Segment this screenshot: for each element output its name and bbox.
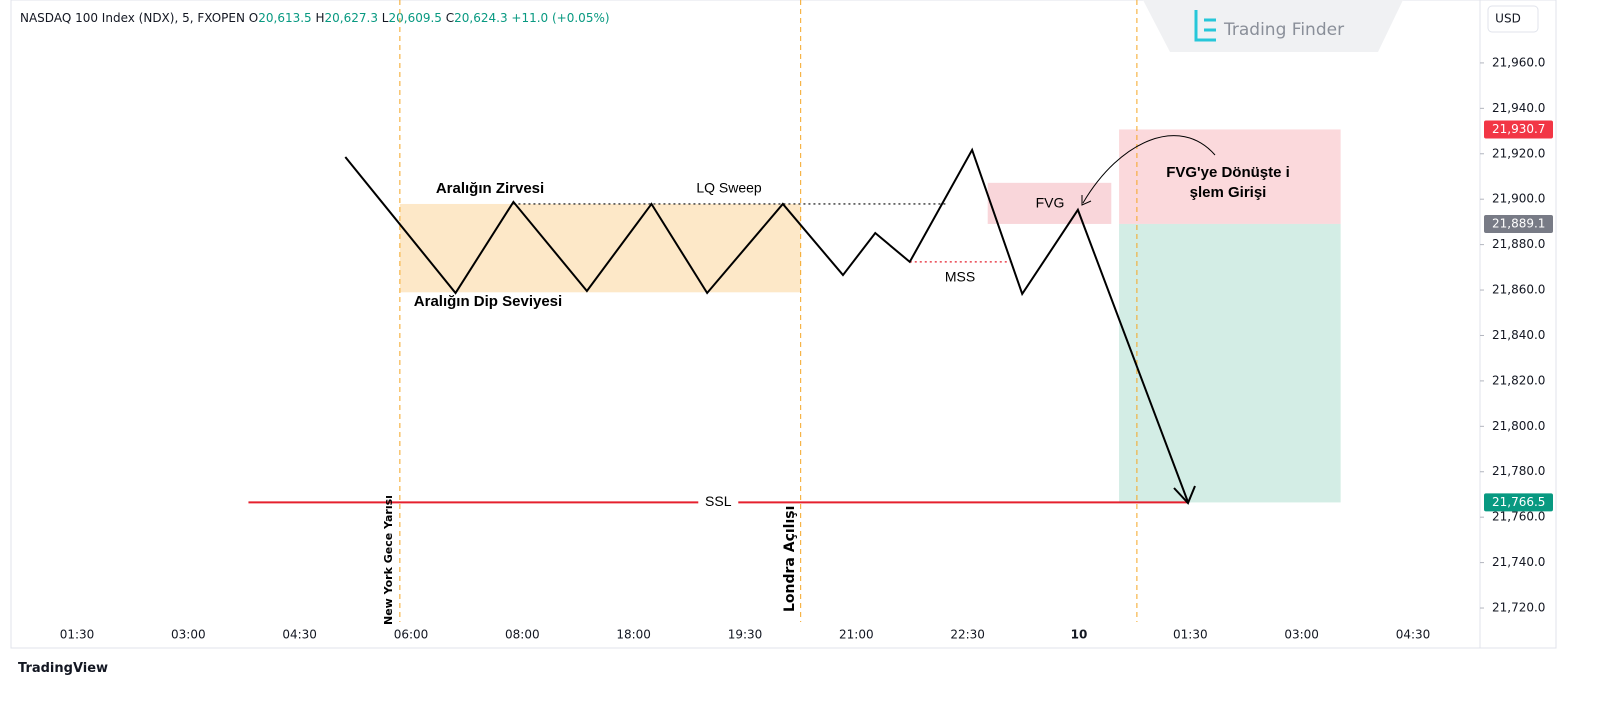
y-tick-label: 21,840.0 bbox=[1492, 328, 1545, 342]
ohlc-value: 20,613.5 bbox=[258, 11, 311, 25]
price-tag-label: 21,766.5 bbox=[1492, 495, 1545, 509]
price-tag-label: 21,930.7 bbox=[1492, 122, 1545, 136]
annotation: Londra Açılışı bbox=[782, 506, 798, 612]
currency[interactable]: USD bbox=[1495, 12, 1521, 26]
price-tag bbox=[1484, 120, 1553, 139]
y-tick-label: 21,760.0 bbox=[1492, 510, 1545, 524]
x-tick-label: 04:30 bbox=[282, 628, 317, 642]
annotation: Aralığın Zirvesi bbox=[436, 180, 544, 197]
annotation: şlem Girişi bbox=[1190, 184, 1267, 201]
plot: 21,720.0 21,740.0 21,760.0 21,780.0 21,800.0… bbox=[60, 0, 1553, 642]
ohlc-key: H bbox=[316, 11, 325, 25]
y-tick-label: 21,960.0 bbox=[1492, 55, 1545, 69]
y-tick-label: 21,900.0 bbox=[1492, 192, 1545, 206]
annotation: FVG'ye Dönüşte i bbox=[1166, 164, 1290, 181]
zone bbox=[1119, 129, 1341, 224]
y-tick-label: 21,800.0 bbox=[1492, 419, 1545, 433]
annotation: FVG bbox=[1036, 195, 1065, 211]
header: NASDAQ 100 Index (NDX), 5, FXOPEN O20,61… bbox=[20, 11, 610, 25]
x-tick-label: 04:30 bbox=[1396, 628, 1431, 642]
level-label-bg bbox=[698, 493, 739, 512]
y-tick-label: 21,820.0 bbox=[1492, 373, 1545, 387]
zone bbox=[399, 203, 801, 293]
zone bbox=[987, 182, 1112, 224]
annotation: New York Gece Yarısı bbox=[382, 495, 395, 625]
x-tick-label: 21:00 bbox=[839, 628, 874, 642]
x-tick-label: 03:00 bbox=[171, 628, 206, 642]
header-text: NASDAQ 100 Index (NDX), 5, FXOPEN O20,61… bbox=[20, 11, 610, 25]
x-tick-label: 18:00 bbox=[616, 628, 651, 642]
brand-name: Trading Finder bbox=[1223, 20, 1344, 40]
brand-icon bbox=[1194, 10, 1216, 42]
y-tick-label: 21,940.0 bbox=[1492, 101, 1545, 115]
footer-brand-text: TradingView bbox=[18, 661, 108, 676]
frame bbox=[10, 0, 1557, 649]
y-tick-label: 21,860.0 bbox=[1492, 283, 1545, 297]
x-tick-label: 06:00 bbox=[394, 628, 429, 642]
price-tag-label: 21,889.1 bbox=[1492, 216, 1545, 230]
footer-brand: TradingView bbox=[18, 661, 108, 676]
y-tick-label: 21,740.0 bbox=[1492, 555, 1545, 569]
y-tick-label: 21,720.0 bbox=[1492, 601, 1545, 615]
ohlc-value: 20,609.5 bbox=[388, 11, 441, 25]
price-path bbox=[344, 147, 1190, 503]
ohlc-key: C bbox=[446, 11, 454, 25]
x-tick-label: 19:30 bbox=[728, 628, 763, 642]
zone bbox=[1119, 223, 1341, 503]
price-tag bbox=[1484, 493, 1553, 512]
y-tick-label: 21,780.0 bbox=[1492, 464, 1545, 478]
x-tick-label: 08:00 bbox=[505, 628, 540, 642]
annotation: Aralığın Dip Seviyesi bbox=[414, 293, 562, 310]
y-tick-label: 21,880.0 bbox=[1492, 237, 1545, 251]
entry-arrowhead bbox=[1081, 195, 1092, 206]
ohlc-key: O bbox=[249, 11, 258, 25]
ohlc-value: 20,624.3 bbox=[454, 11, 507, 25]
ohlc-value: 20,627.3 bbox=[325, 11, 378, 25]
x-tick-label: 01:30 bbox=[1173, 628, 1208, 642]
level-label: SSL bbox=[705, 493, 732, 509]
annotation: LQ Sweep bbox=[696, 180, 762, 196]
symbol: NASDAQ 100 Index (NDX), 5, FXOPEN bbox=[20, 11, 245, 25]
price-tag bbox=[1484, 214, 1553, 233]
x-tick-label: 01:30 bbox=[60, 628, 95, 642]
x-tick-label: 03:00 bbox=[1284, 628, 1319, 642]
change: +11.0 (+0.05%) bbox=[511, 11, 609, 25]
entry-arrow bbox=[1082, 135, 1216, 204]
y-tick-label: 21,920.0 bbox=[1492, 146, 1545, 160]
x-tick-label: 10 bbox=[1071, 628, 1088, 642]
currency-button[interactable] bbox=[1487, 5, 1539, 33]
annotation: MSS bbox=[945, 269, 975, 285]
arrowhead bbox=[1173, 485, 1196, 505]
x-tick-label: 22:30 bbox=[950, 628, 985, 642]
ohlc-key: L bbox=[382, 11, 389, 25]
